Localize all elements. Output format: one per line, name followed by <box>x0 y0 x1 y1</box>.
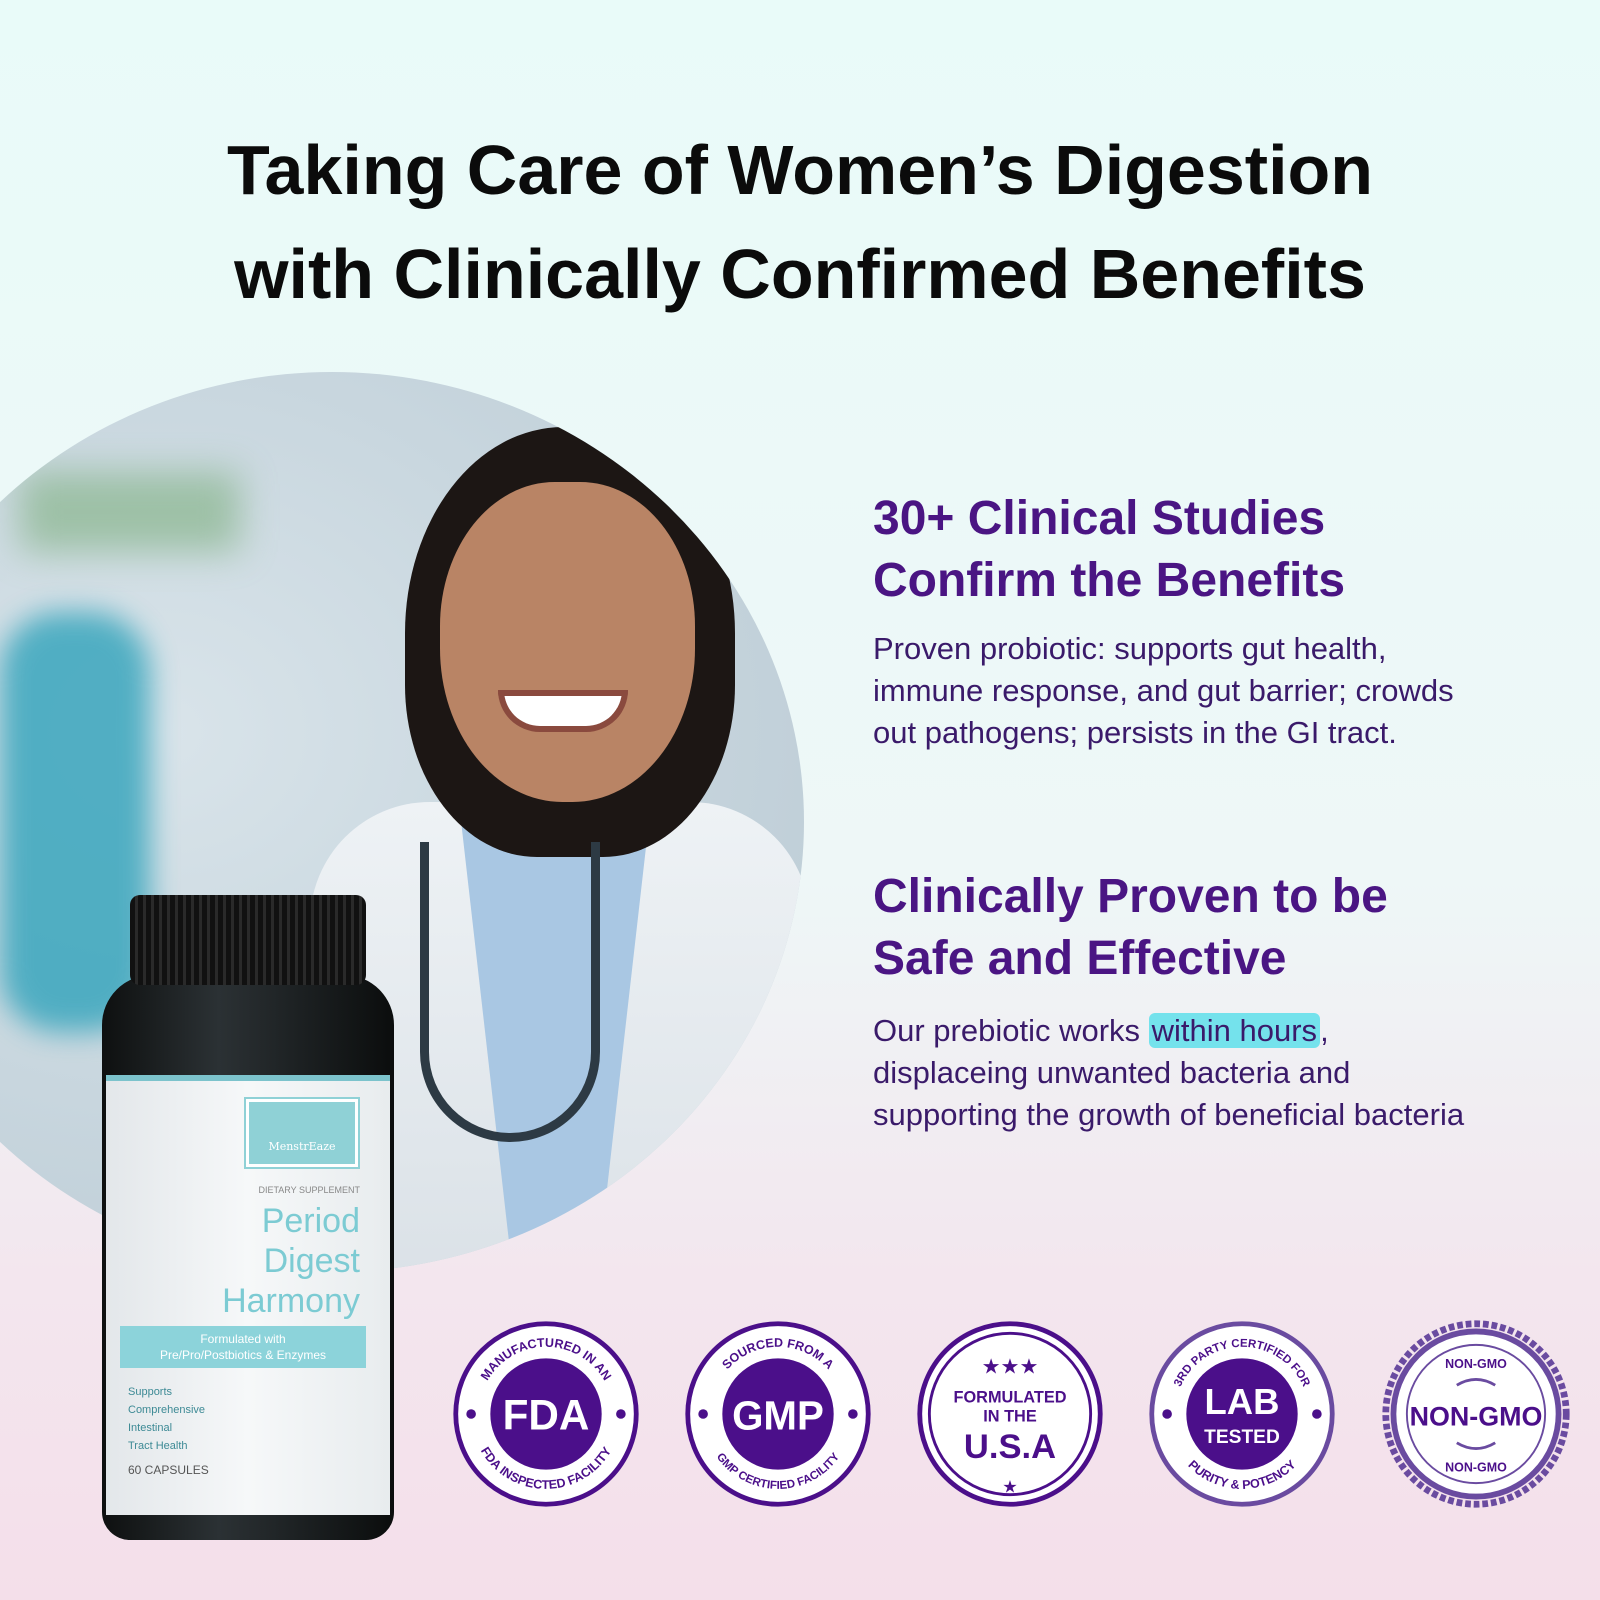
section2-heading: Clinically Proven to be Safe and Effectiv… <box>873 870 1388 985</box>
gmp-badge: SOURCED FROM A GMP CERTIFIED FACILITY GM… <box>685 1321 871 1507</box>
svg-text:NON-GMO: NON-GMO <box>1445 1461 1507 1475</box>
stethoscope-icon <box>420 842 600 1142</box>
page-title: Taking Care of Women’s Digestion with Cl… <box>226 131 1374 313</box>
section1-heading: 30+ Clinical Studies Confirm the Benefits <box>873 492 1346 607</box>
highlight: within hours <box>1148 1013 1321 1048</box>
brand-logo: MenstrEaze <box>244 1097 360 1169</box>
svg-text:TESTED: TESTED <box>1204 1427 1280 1448</box>
svg-text:LAB: LAB <box>1205 1381 1280 1422</box>
product-name: Period Digest Harmony <box>222 1202 360 1320</box>
stars-icon: ★★★ <box>982 1356 1039 1379</box>
svg-text:FDA: FDA <box>503 1391 590 1438</box>
section2-body: Our prebiotic works within hours, displa… <box>873 1013 1465 1132</box>
non-gmo-badge: NON-GMO NON-GMO NON-GMO <box>1382 1320 1570 1508</box>
doctor-photo <box>0 372 804 1272</box>
fda-badge: MANUFACTURED IN AN FDA INSPECTED FACILIT… <box>453 1321 639 1507</box>
lab-tested-badge: 3RD PARTY CERTIFIED FOR PURITY & POTENCY… <box>1149 1321 1335 1507</box>
bottle-cap <box>130 895 366 985</box>
svg-text:IN THE: IN THE <box>983 1408 1037 1426</box>
svg-text:GMP: GMP <box>732 1392 824 1438</box>
svg-text:NON-GMO: NON-GMO <box>1445 1357 1507 1371</box>
section1-body: Proven probiotic: supports gut health, im… <box>873 631 1454 750</box>
svg-text:U.S.A: U.S.A <box>964 1428 1056 1466</box>
usa-badge: ★★★ FORMULATED IN THE U.S.A ★ <box>917 1321 1103 1507</box>
product-bottle: MenstrEaze DIETARY SUPPLEMENT Period Dige… <box>102 895 394 1540</box>
star-icon: ★ <box>1002 1477 1017 1497</box>
product-label: MenstrEaze DIETARY SUPPLEMENT Period Dige… <box>106 1075 390 1515</box>
svg-text:NON-GMO: NON-GMO <box>1410 1402 1543 1432</box>
svg-text:FORMULATED: FORMULATED <box>954 1388 1067 1406</box>
